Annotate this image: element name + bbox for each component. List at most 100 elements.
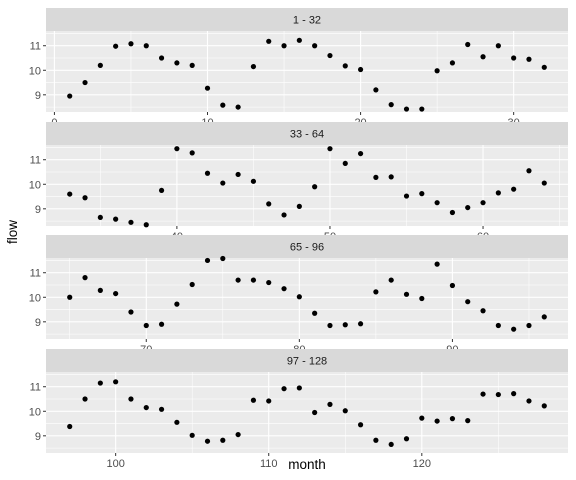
data-point: [480, 391, 486, 397]
facet-panel-bg: [46, 258, 568, 339]
data-point: [419, 415, 425, 421]
data-point: [526, 398, 532, 404]
data-point: [235, 277, 241, 283]
facet-strip-bg: [46, 349, 568, 372]
data-point: [327, 322, 333, 329]
data-point: [97, 380, 103, 386]
facet-strip-label: 65 - 96: [290, 242, 324, 254]
data-point: [327, 52, 333, 59]
y-tick-label: 10: [29, 292, 41, 304]
data-point: [357, 66, 364, 73]
data-point: [495, 391, 501, 398]
data-point: [357, 321, 364, 327]
data-point: [174, 146, 180, 152]
data-point: [266, 279, 272, 286]
data-point: [342, 322, 348, 328]
data-point: [465, 204, 471, 211]
data-point: [480, 54, 486, 60]
facet-strip-bg: [46, 122, 568, 145]
data-point: [388, 441, 394, 448]
data-point: [128, 219, 134, 225]
data-point: [281, 386, 287, 392]
data-point: [388, 277, 394, 283]
data-point: [82, 79, 88, 86]
data-point: [373, 437, 379, 443]
x-axis-title: month: [288, 457, 326, 472]
data-point: [281, 286, 287, 292]
data-point: [403, 193, 410, 199]
data-point: [174, 60, 180, 66]
data-point: [250, 178, 257, 184]
data-point: [281, 43, 287, 49]
data-point: [403, 291, 410, 297]
y-tick-label: 11: [30, 155, 41, 167]
x-tick-label: 100: [106, 458, 124, 470]
data-point: [143, 322, 149, 329]
data-point: [312, 409, 318, 416]
facet-4: 97 - 128 9 10 11 100 110 120: [29, 349, 568, 470]
data-point: [388, 102, 394, 108]
data-point: [373, 174, 379, 180]
data-point: [97, 62, 103, 68]
data-point: [220, 437, 226, 443]
data-point: [113, 216, 119, 222]
data-point: [296, 385, 302, 391]
data-point: [541, 64, 547, 70]
data-point: [189, 62, 195, 68]
data-point: [373, 87, 379, 93]
facet-1: 1 - 32910110102030: [29, 8, 568, 129]
data-point: [204, 438, 211, 444]
data-point: [465, 418, 471, 424]
data-point: [220, 102, 226, 108]
facet-panel-bg: [46, 145, 568, 226]
data-point: [158, 55, 165, 61]
data-point: [434, 68, 440, 74]
data-point: [541, 314, 547, 320]
x-tick-label: 110: [260, 458, 278, 470]
facet-strip-label: 33 - 64: [290, 129, 324, 141]
data-point: [511, 55, 517, 61]
data-point: [113, 290, 119, 297]
data-point: [434, 261, 440, 267]
data-point: [419, 295, 425, 302]
data-point: [526, 56, 532, 62]
data-point: [495, 190, 501, 196]
data-point: [541, 403, 547, 409]
data-point: [465, 299, 471, 305]
facet-strip-bg: [46, 8, 568, 31]
y-tick-label: 9: [35, 90, 41, 102]
data-point: [357, 422, 364, 428]
data-point: [342, 408, 348, 414]
data-point: [67, 423, 73, 430]
y-tick-label: 11: [30, 268, 41, 280]
data-point: [235, 431, 241, 438]
y-tick-label: 10: [29, 406, 41, 418]
data-point: [495, 43, 501, 49]
data-point: [419, 191, 425, 197]
data-point: [541, 180, 547, 186]
facet-strip-bg: [46, 235, 568, 258]
data-point: [342, 160, 348, 167]
data-point: [388, 174, 394, 180]
data-point: [82, 396, 88, 402]
data-point: [511, 186, 517, 192]
y-tick-label: 9: [35, 204, 41, 216]
data-point: [189, 432, 195, 438]
data-point: [480, 308, 486, 314]
y-tick-label: 10: [29, 179, 41, 191]
facet-panels: 1 - 3291011010203033 - 649101140506065 -…: [29, 8, 568, 470]
data-point: [97, 287, 103, 293]
data-point: [174, 419, 180, 425]
data-point: [526, 322, 532, 329]
data-point: [526, 168, 532, 174]
data-point: [296, 294, 302, 300]
data-point: [158, 187, 165, 194]
data-point: [403, 436, 410, 442]
data-point: [357, 150, 364, 157]
data-point: [113, 379, 119, 385]
facet-strip-label: 97 - 128: [287, 356, 327, 368]
data-point: [220, 255, 226, 262]
y-tick-label: 9: [35, 317, 41, 329]
x-tick-label: 120: [413, 458, 431, 470]
